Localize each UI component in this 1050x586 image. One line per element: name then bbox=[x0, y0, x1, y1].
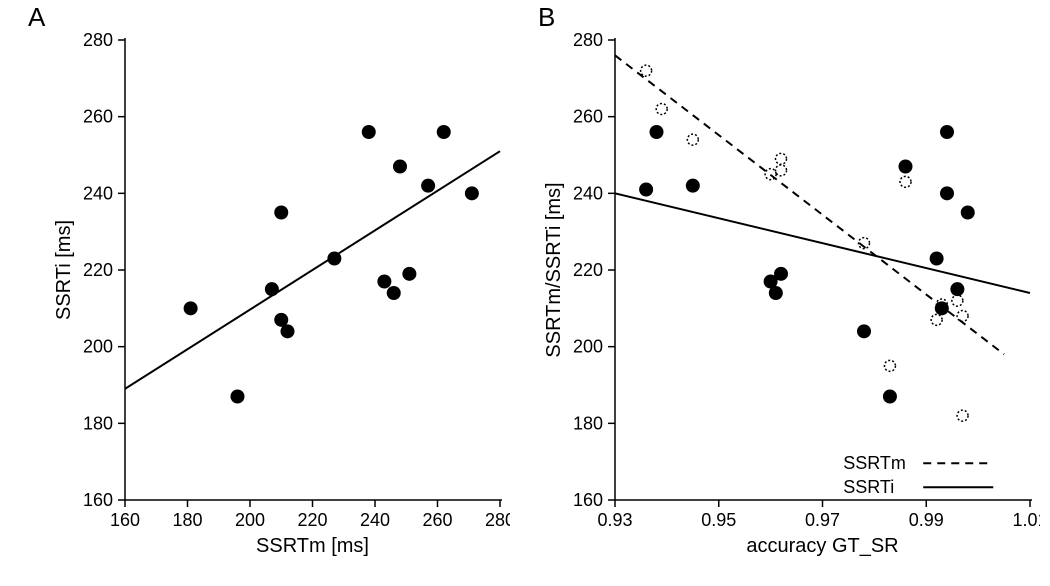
data-point-open bbox=[957, 410, 968, 421]
data-point-open bbox=[656, 104, 667, 115]
data-point bbox=[402, 267, 416, 281]
trend-line bbox=[125, 151, 500, 389]
x-axis-title: SSRTm [ms] bbox=[256, 535, 369, 557]
x-tick-label: 280 bbox=[485, 510, 510, 530]
data-point-open bbox=[884, 360, 895, 371]
data-point bbox=[465, 186, 479, 200]
x-tick-label: 260 bbox=[422, 510, 452, 530]
data-point bbox=[774, 267, 788, 281]
legend-label: SSRTi bbox=[843, 477, 894, 497]
data-point-open bbox=[952, 295, 963, 306]
x-tick-label: 200 bbox=[235, 510, 265, 530]
x-tick-label: 0.95 bbox=[701, 510, 736, 530]
data-point bbox=[421, 179, 435, 193]
y-axis-title: SSRTm/SSRTi [ms] bbox=[543, 182, 565, 357]
data-point bbox=[281, 324, 295, 338]
data-point-open bbox=[641, 65, 652, 76]
data-point bbox=[686, 179, 700, 193]
y-tick-label: 260 bbox=[83, 107, 113, 127]
y-tick-label: 280 bbox=[83, 30, 113, 50]
y-tick-label: 220 bbox=[573, 260, 603, 280]
panel-b-scatter: 0.93 0.95 0.97 0.99 1.01 160 180 200 220 240 260 28… bbox=[540, 10, 1040, 570]
data-point bbox=[769, 286, 783, 300]
data-point-open bbox=[900, 176, 911, 187]
y-tick-label: 180 bbox=[83, 413, 113, 433]
x-tick-label: 220 bbox=[297, 510, 327, 530]
data-point bbox=[961, 206, 975, 220]
data-point bbox=[387, 286, 401, 300]
data-point-open bbox=[957, 311, 968, 322]
data-point bbox=[899, 160, 913, 174]
data-point-open bbox=[931, 314, 942, 325]
data-point bbox=[857, 324, 871, 338]
x-tick-label: 1.01 bbox=[1012, 510, 1040, 530]
data-point bbox=[639, 183, 653, 197]
data-point bbox=[393, 160, 407, 174]
y-axis-title: SSRTi [ms] bbox=[53, 220, 75, 320]
x-tick-label: 240 bbox=[360, 510, 390, 530]
data-point bbox=[362, 125, 376, 139]
x-tick-label: 0.99 bbox=[909, 510, 944, 530]
data-point bbox=[650, 125, 664, 139]
y-tick-label: 280 bbox=[573, 30, 603, 50]
data-point bbox=[377, 275, 391, 289]
panel-label-a: A bbox=[28, 2, 45, 33]
data-point bbox=[274, 206, 288, 220]
data-point bbox=[883, 390, 897, 404]
y-tick-label: 220 bbox=[83, 260, 113, 280]
y-tick-label: 180 bbox=[573, 413, 603, 433]
data-point bbox=[935, 301, 949, 315]
data-point bbox=[930, 252, 944, 266]
y-tick-label: 200 bbox=[83, 337, 113, 357]
x-tick-label: 0.93 bbox=[597, 510, 632, 530]
y-tick-label: 240 bbox=[573, 183, 603, 203]
data-point bbox=[437, 125, 451, 139]
y-tick-label: 160 bbox=[573, 490, 603, 510]
data-point-open bbox=[687, 134, 698, 145]
data-point bbox=[950, 282, 964, 296]
x-tick-label: 180 bbox=[172, 510, 202, 530]
panel-a-scatter: 160 180 200 220 240 260 280 160 180 200 220 240 260 2… bbox=[45, 10, 510, 570]
data-point bbox=[231, 390, 245, 404]
data-point bbox=[265, 282, 279, 296]
legend-label: SSRTm bbox=[843, 453, 906, 473]
data-point-open bbox=[776, 165, 787, 176]
data-point-open bbox=[776, 153, 787, 164]
data-point bbox=[940, 125, 954, 139]
y-tick-label: 160 bbox=[83, 490, 113, 510]
x-tick-label: 0.97 bbox=[805, 510, 840, 530]
data-point bbox=[940, 186, 954, 200]
y-tick-label: 260 bbox=[573, 107, 603, 127]
x-tick-label: 160 bbox=[110, 510, 140, 530]
x-axis-title: accuracy GT_SR bbox=[746, 535, 898, 557]
data-point bbox=[184, 301, 198, 315]
y-tick-label: 240 bbox=[83, 183, 113, 203]
y-tick-label: 200 bbox=[573, 337, 603, 357]
